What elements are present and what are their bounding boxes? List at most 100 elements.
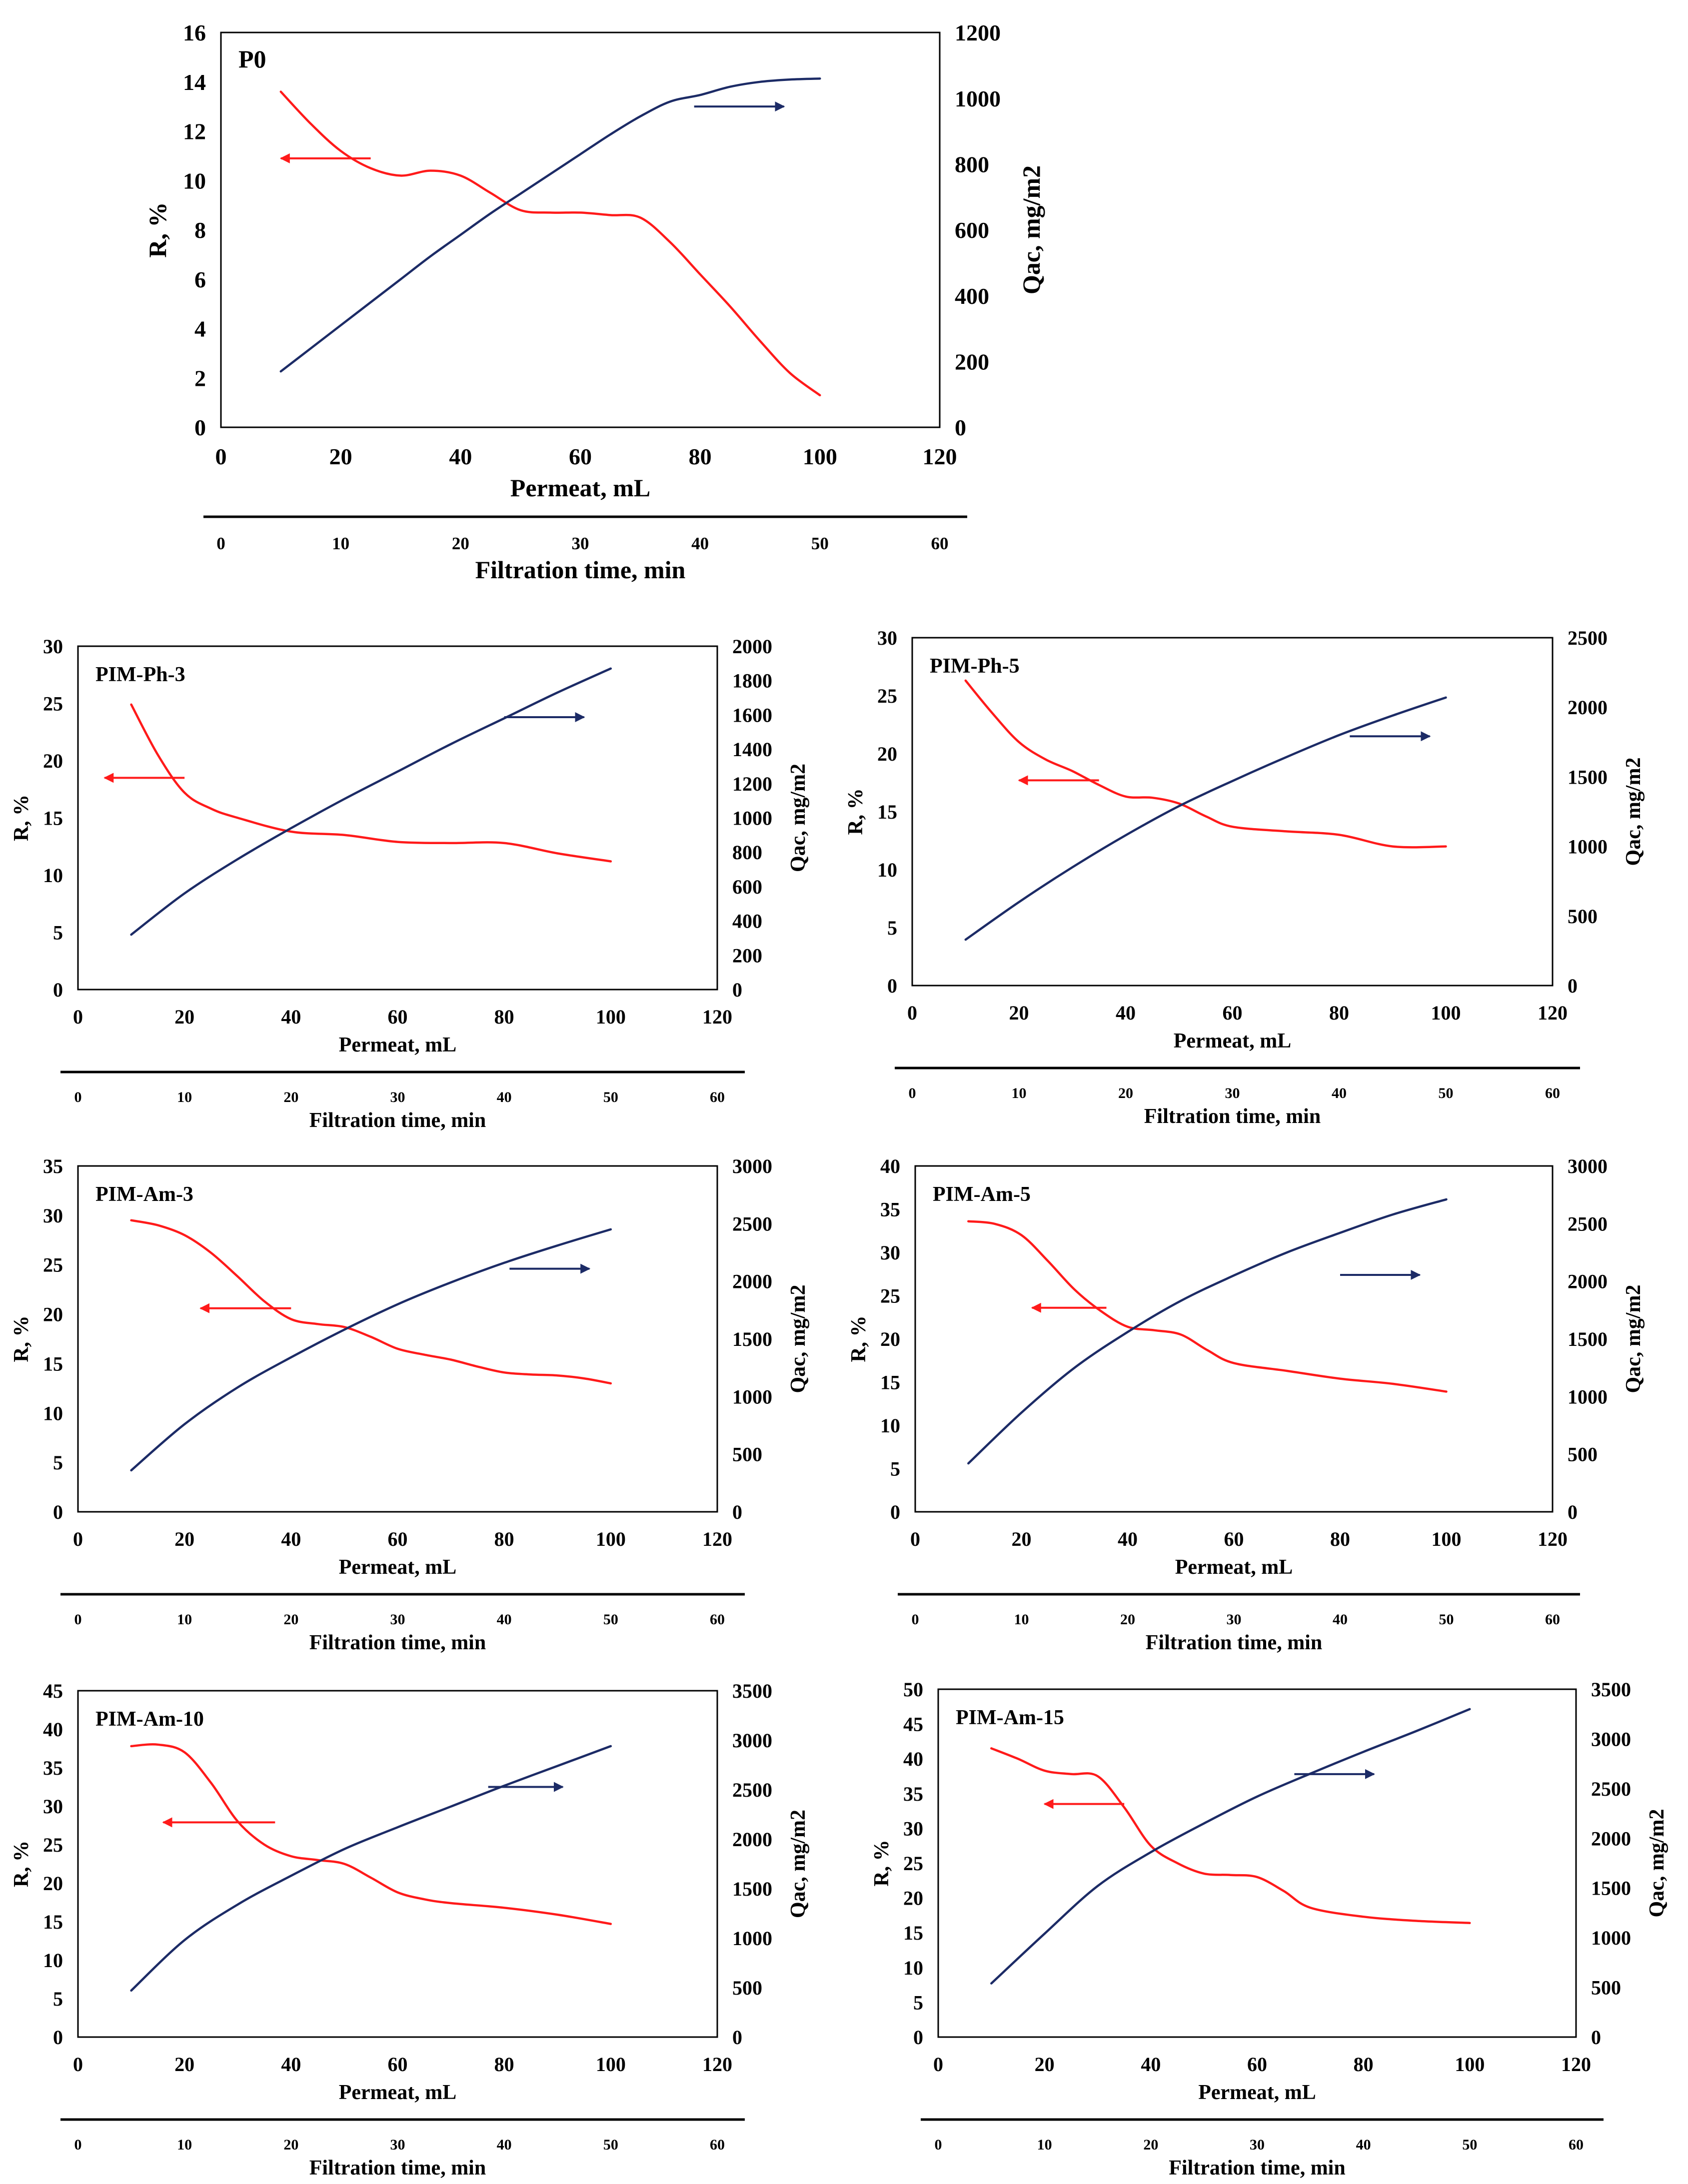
y2-tick-label: 200 bbox=[732, 944, 762, 967]
adsorption-line bbox=[967, 1198, 1448, 1465]
time-tick-label: 50 bbox=[1439, 1611, 1454, 1628]
panel-title: PIM-Am-3 bbox=[95, 1183, 193, 1206]
x-tick-label: 120 bbox=[702, 1006, 732, 1028]
y-tick-label: 25 bbox=[880, 1285, 900, 1307]
y2-tick-label: 400 bbox=[955, 283, 989, 309]
y-tick-label: 16 bbox=[183, 20, 206, 45]
y-tick-label: 5 bbox=[913, 1991, 923, 2014]
time-axis-label: Filtration time, min bbox=[309, 1109, 486, 1132]
adsorption-line bbox=[130, 1228, 612, 1472]
y-axis-label: R, % bbox=[870, 1840, 893, 1886]
y2-tick-label: 2000 bbox=[732, 1828, 772, 1851]
x-tick-label: 100 bbox=[1431, 1002, 1461, 1024]
y-tick-label: 20 bbox=[903, 1887, 923, 1910]
y-tick-label: 15 bbox=[877, 801, 897, 823]
time-tick-label: 20 bbox=[1118, 1085, 1133, 1101]
y-tick-label: 10 bbox=[43, 864, 63, 887]
time-tick-label: 20 bbox=[452, 534, 469, 553]
time-axis-label: Filtration time, min bbox=[309, 1631, 486, 1654]
y2-tick-label: 2000 bbox=[732, 635, 772, 658]
time-tick-label: 40 bbox=[497, 1089, 512, 1105]
y2-tick-label: 1000 bbox=[1568, 1385, 1608, 1408]
rejection-line bbox=[990, 1747, 1471, 1924]
x-tick-label: 120 bbox=[702, 2053, 732, 2076]
y-axis-label: R, % bbox=[847, 1315, 870, 1362]
y-tick-label: 5 bbox=[53, 922, 63, 944]
y2-tick-label: 1500 bbox=[732, 1878, 772, 1900]
y2-tick-label: 1200 bbox=[732, 773, 772, 795]
y2-tick-label: 600 bbox=[732, 876, 762, 898]
x-tick-label: 40 bbox=[1141, 2053, 1161, 2076]
y-tick-label: 4 bbox=[194, 316, 206, 342]
y-tick-label: 35 bbox=[43, 1757, 63, 1779]
y-tick-label: 2 bbox=[194, 365, 206, 391]
y2-tick-label: 2500 bbox=[1568, 1212, 1608, 1235]
y2-tick-label: 500 bbox=[1568, 1443, 1598, 1466]
y2-tick-label: 2500 bbox=[732, 1212, 772, 1235]
y2-axis-label: Qac, mg/m2 bbox=[787, 764, 810, 872]
y2-tick-label: 1000 bbox=[955, 86, 1001, 111]
y-tick-label: 25 bbox=[43, 1834, 63, 1856]
time-tick-label: 0 bbox=[216, 534, 225, 553]
x-tick-label: 0 bbox=[215, 444, 227, 469]
y2-tick-label: 2000 bbox=[732, 1270, 772, 1293]
x-axis-label: Permeat, mL bbox=[1198, 2081, 1316, 2104]
y2-axis-label: Qac, mg/m2 bbox=[787, 1285, 810, 1393]
y2-tick-label: 1500 bbox=[1568, 766, 1608, 788]
y-tick-label: 50 bbox=[903, 1678, 923, 1701]
panel-title: PIM-Am-5 bbox=[933, 1183, 1031, 1206]
y-tick-label: 30 bbox=[43, 1795, 63, 1818]
time-tick-label: 60 bbox=[1545, 1085, 1560, 1101]
x-tick-label: 0 bbox=[73, 1528, 83, 1550]
time-tick-label: 30 bbox=[390, 1089, 405, 1105]
y-tick-label: 15 bbox=[43, 807, 63, 830]
x-tick-label: 60 bbox=[1223, 1002, 1243, 1024]
y-tick-label: 5 bbox=[890, 1458, 900, 1480]
time-tick-label: 10 bbox=[177, 2137, 192, 2153]
y-tick-label: 10 bbox=[880, 1414, 900, 1437]
x-tick-label: 20 bbox=[174, 2053, 194, 2076]
time-tick-label: 30 bbox=[1227, 1611, 1242, 1628]
y2-tick-label: 1000 bbox=[732, 1927, 772, 1950]
y-tick-label: 12 bbox=[183, 119, 206, 144]
y-tick-label: 45 bbox=[43, 1680, 63, 1702]
x-tick-label: 0 bbox=[907, 1002, 917, 1024]
y-tick-label: 0 bbox=[194, 415, 206, 440]
time-tick-label: 0 bbox=[912, 1611, 919, 1628]
y-tick-label: 40 bbox=[903, 1748, 923, 1770]
x-tick-label: 100 bbox=[596, 1528, 626, 1550]
plot-frame bbox=[911, 637, 1554, 987]
adsorption-line bbox=[990, 1708, 1471, 1985]
x-tick-label: 20 bbox=[174, 1006, 194, 1028]
y-tick-label: 5 bbox=[53, 1451, 63, 1474]
time-tick-label: 10 bbox=[1014, 1611, 1029, 1628]
y-tick-label: 15 bbox=[43, 1911, 63, 1933]
y-axis-label: R, % bbox=[10, 1841, 33, 1887]
rejection-line bbox=[130, 703, 612, 863]
x-tick-label: 40 bbox=[281, 2053, 301, 2076]
y-tick-label: 35 bbox=[43, 1155, 63, 1177]
plot-frame bbox=[77, 645, 718, 991]
y2-tick-label: 0 bbox=[955, 415, 966, 440]
time-tick-label: 40 bbox=[497, 1611, 512, 1628]
x-tick-label: 60 bbox=[1247, 2053, 1267, 2076]
y2-tick-label: 500 bbox=[732, 1443, 762, 1466]
x-axis-label: Permeat, mL bbox=[339, 1034, 457, 1057]
y2-tick-label: 1000 bbox=[732, 807, 772, 830]
y2-tick-label: 1200 bbox=[955, 20, 1001, 45]
panel-title: PIM-Ph-5 bbox=[930, 655, 1020, 678]
x-tick-label: 0 bbox=[910, 1528, 920, 1550]
x-axis-label: Permeat, mL bbox=[1175, 1556, 1293, 1579]
y-axis-label: R, % bbox=[143, 202, 171, 257]
time-tick-label: 10 bbox=[1012, 1085, 1027, 1101]
plot-frame bbox=[77, 1690, 718, 2038]
time-tick-label: 40 bbox=[1356, 2137, 1371, 2153]
y-tick-label: 40 bbox=[880, 1155, 900, 1177]
y-tick-label: 15 bbox=[880, 1371, 900, 1394]
x-tick-label: 60 bbox=[388, 2053, 408, 2076]
time-tick-label: 0 bbox=[935, 2137, 942, 2153]
y2-tick-label: 2500 bbox=[1568, 627, 1608, 649]
y-tick-label: 20 bbox=[43, 750, 63, 772]
y-tick-label: 0 bbox=[887, 975, 897, 997]
